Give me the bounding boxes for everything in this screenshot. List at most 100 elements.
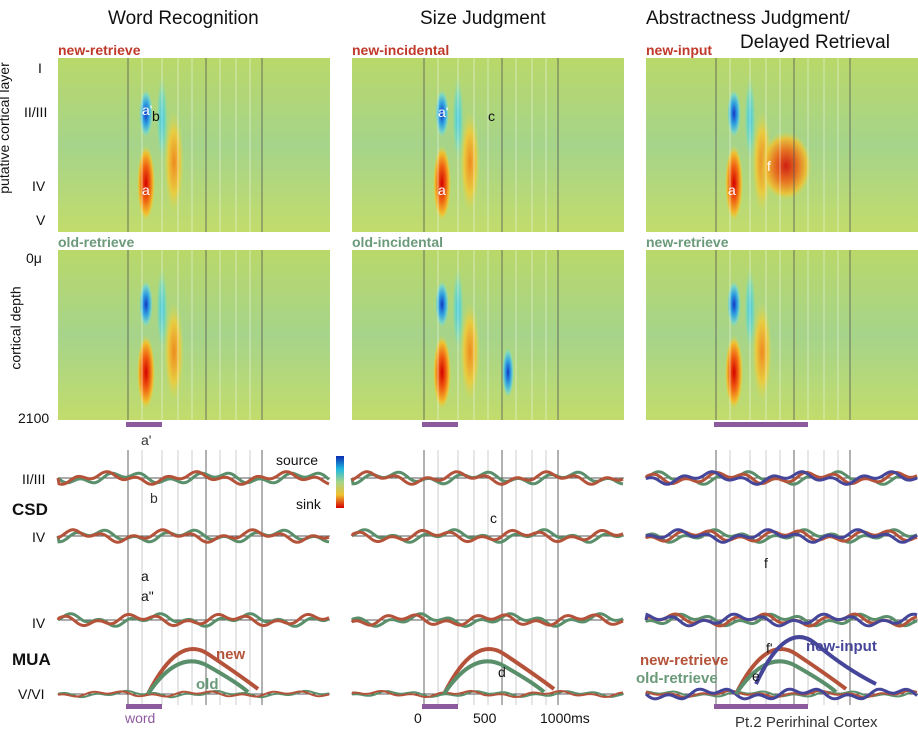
trace-old [350,612,624,628]
source-blob [435,280,449,329]
mua-new [442,647,556,695]
label-word: word [125,710,156,726]
label-mua: MUA [12,650,51,669]
sink-blob [137,145,155,222]
source-blob [435,89,449,139]
trace-new [350,528,624,544]
heatmap-panel-1-0 [352,58,624,232]
hm-a-3: a [728,182,736,198]
trace-panel-2 [644,450,918,709]
layer-IV: IV [32,178,46,194]
warm-blob [752,301,772,403]
trace-new [57,690,330,698]
deep-source [502,346,514,398]
trace-input [644,687,918,701]
trace-stimulus-bar [126,704,162,709]
trace-new [56,528,330,544]
sink-blob [433,335,451,410]
warm-blob [164,110,184,215]
layer-I: I [38,60,42,76]
layer-V: V [36,212,46,228]
trace-new [351,689,624,699]
heatmap-panel-0-0 [58,58,330,232]
colorbar-sink: sink [296,496,321,512]
trace-new [350,470,624,486]
label-d: d [498,664,506,680]
trace-new [644,470,918,486]
mua-old [442,659,546,696]
hm-b: b [152,108,160,124]
label-f-prime: f' [766,640,773,656]
trace-input [644,612,918,628]
trace-input [645,470,918,486]
trace-new [56,470,330,486]
label-b: b [150,490,158,506]
trace-old [644,612,918,628]
cond-old-retrieve: old-retrieve [58,234,135,250]
sink-blob [725,145,743,222]
trace-stimulus-bar [714,704,808,709]
label-a: a [141,568,149,584]
trace-input [645,528,918,544]
source-blob [727,280,741,329]
label-c: c [490,510,497,526]
depth-2100: 2100 [18,410,50,426]
trace-old [57,471,330,485]
label-new: new [216,646,246,663]
row-V-VI: V/VI [18,686,45,702]
mua-input [754,635,877,686]
trace-stimulus-bar [422,704,458,709]
trace-old [350,470,624,486]
heatmap-panel-1-1 [352,250,624,420]
source-blob [139,280,153,329]
heatmap-bg [646,250,918,420]
label-f: f [764,555,768,571]
trace-new [645,689,918,699]
title-size-judgment: Size Judgment [420,8,546,29]
mua-old [146,659,250,696]
label-old: old [196,676,219,693]
source-blob [139,89,153,139]
hm-a-prime-2: a' [438,104,449,120]
sink-blob [725,335,743,410]
title-abstractness: Abstractness Judgment/ [646,8,850,29]
footer-perirhinal: Pt.2 Perirhinal Cortex [735,714,878,731]
hm-a-1: a [142,182,150,198]
sink-blob [137,335,155,410]
heatmap-panel-0-1 [58,250,330,420]
row-IV-mua: IV [32,615,46,631]
trace-new [644,612,918,628]
label-e: e [752,668,760,684]
depth-0: 0μ [26,250,42,266]
mua-new [734,647,848,695]
heatmap-bg [58,58,330,232]
trace-new [350,613,624,627]
trace-old [351,690,624,698]
xtick-1000ms: 1000ms [540,710,590,726]
trace-new [56,612,330,628]
sink-blob [433,145,451,222]
warm-blob [460,301,480,403]
hm-f: f [767,158,771,174]
trace-old [57,689,330,699]
cond-old-incidental: old-incidental [352,234,443,250]
cond-new-incidental: new-incidental [352,42,450,58]
row-IV: IV [32,529,46,545]
hm-a-prime-1: a' [142,102,153,118]
stimulus-bar-2 [714,422,808,427]
source-blob [727,89,741,139]
heatmap-panel-2-0 [646,58,918,232]
trace-panel-0 [56,450,330,709]
heatmap-panel-2-1 [646,250,918,420]
warm-blob [164,301,184,403]
colorbar-source: source [276,452,319,468]
label-old-retrieve: old-retrieve [636,670,718,687]
cond-new-retrieve: new-retrieve [58,42,141,58]
title-delayed-retrieval: Delayed Retrieval [740,32,890,53]
xtick-0: 0 [414,710,422,726]
xtick-500: 500 [473,710,497,726]
label-a-double-prime: a" [141,588,154,604]
label-a-prime: a' [141,432,152,448]
layer-II-III: II/III [24,104,48,120]
